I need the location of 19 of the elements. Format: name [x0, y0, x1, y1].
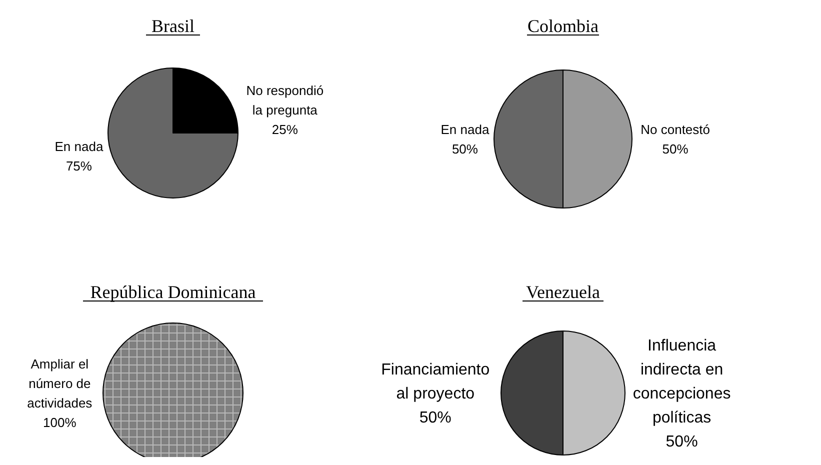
slice-label: No contestó: [640, 122, 710, 137]
chart-title: Colombia: [528, 16, 599, 36]
slice-label: Influencia indirecta en concepciones políticas: [632, 338, 731, 427]
chart-title: Venezuela: [526, 282, 600, 302]
data-label: 50%: [452, 141, 478, 156]
data-label: 75%: [66, 158, 92, 174]
pie-slice: [108, 68, 238, 198]
data-label: 25%: [272, 122, 298, 138]
slice-label: No respondió la pregunta: [246, 83, 324, 118]
chart-title: Brasil: [152, 16, 194, 36]
slice-label: Financiamiento al proyecto: [381, 362, 490, 403]
data-label: 50%: [419, 410, 452, 427]
data-label: 50%: [662, 141, 689, 156]
slice-label: Ampliar el número de actividades: [27, 356, 93, 410]
slice-label: En nada: [54, 138, 104, 154]
data-label: 100%: [43, 414, 77, 430]
slice-label: En nada: [440, 122, 490, 137]
chart-title: República Dominicana: [90, 282, 256, 302]
data-label: 50%: [666, 434, 698, 451]
